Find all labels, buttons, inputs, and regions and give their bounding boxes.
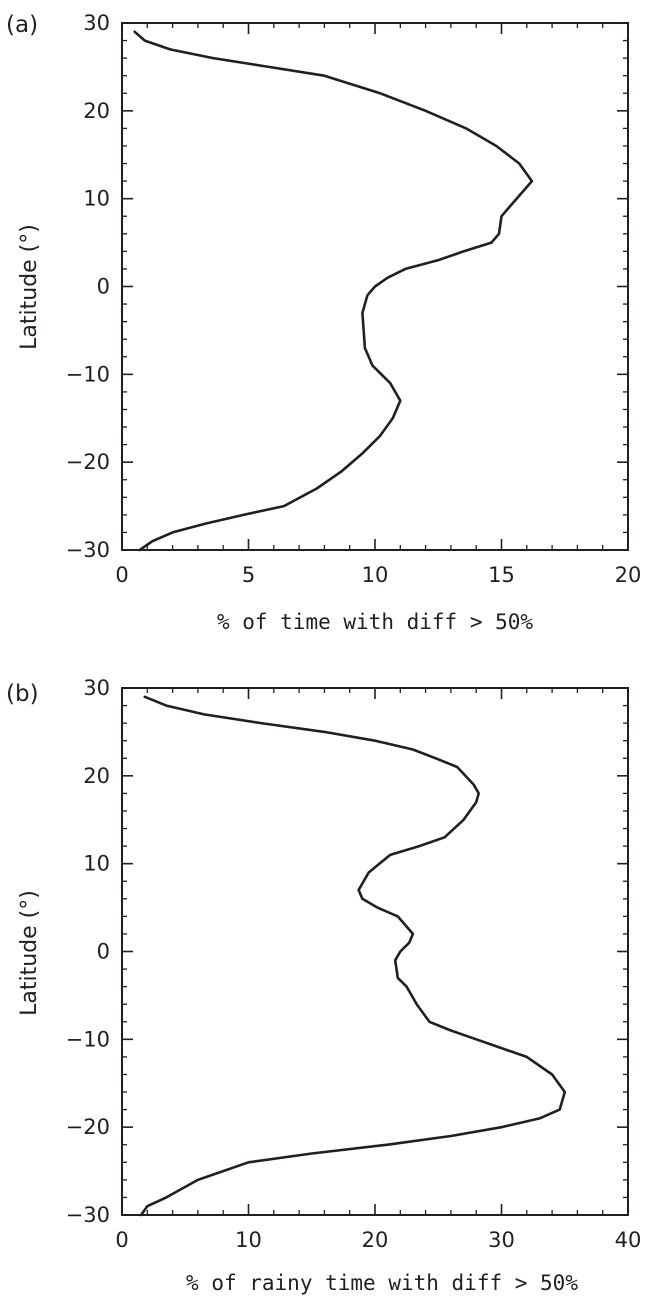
panel-a-y-tick-labels: 30 20 10 0 −10 −20 −30 [66, 11, 110, 562]
panel-a-x-tick-label: 20 [615, 563, 642, 587]
panel-b-series-line [139, 695, 567, 1217]
panel-a-y-tick-label: 20 [83, 99, 110, 123]
panel-a-series-line [133, 30, 534, 552]
panel-a-x-tick-label: 15 [488, 563, 515, 587]
panel-b-x-tick-label: 0 [115, 1228, 128, 1252]
panel-a-ticks [121, 22, 629, 551]
panel-b-y-tick-label: 0 [97, 940, 110, 964]
panel-a: (a) 30 20 10 0 −10 −20 −30 0 5 10 15 20 Latitude (… [6, 11, 641, 634]
panel-b-y-tick-label: 10 [83, 852, 110, 876]
panel-a-x-axis-title: % of time with diff > 50% [217, 610, 533, 634]
panel-b-frame [121, 687, 629, 1216]
panel-b-x-axis-title: % of rainy time with diff > 50% [186, 1271, 578, 1295]
panel-a-series [133, 30, 534, 552]
panel-a-y-tick-label: −10 [66, 362, 110, 386]
panel-b-x-tick-label: 20 [362, 1228, 389, 1252]
panel-b-label: (b) [6, 681, 39, 707]
panel-a-y-tick-label: −30 [66, 538, 110, 562]
panel-b-ticks [121, 687, 629, 1216]
panel-b-x-tick-label: 40 [615, 1228, 642, 1252]
panel-b: (b) 30 20 10 0 −10 −20 −30 0 10 20 30 40 Latitude … [6, 676, 641, 1295]
panel-a-y-axis-title: Latitude (°) [17, 224, 42, 350]
panel-a-y-tick-label: −20 [66, 450, 110, 474]
panel-b-y-axis-title: Latitude (°) [17, 890, 42, 1016]
panel-b-y-tick-label: 30 [83, 676, 110, 700]
panel-b-y-tick-label: −30 [66, 1203, 110, 1227]
panel-b-y-tick-label: −10 [66, 1027, 110, 1051]
panel-a-x-tick-label: 0 [115, 563, 128, 587]
panel-a-y-tick-label: 30 [83, 11, 110, 35]
panel-b-x-tick-labels: 0 10 20 30 40 [115, 1228, 641, 1252]
panel-b-y-tick-label: 20 [83, 764, 110, 788]
panel-a-y-tick-label: 10 [83, 187, 110, 211]
panel-b-x-tick-label: 10 [235, 1228, 262, 1252]
panel-a-x-tick-labels: 0 5 10 15 20 [115, 563, 641, 587]
panel-a-x-tick-label: 5 [242, 563, 255, 587]
panel-b-y-tick-labels: 30 20 10 0 −10 −20 −30 [66, 676, 110, 1227]
panel-a-x-tick-label: 10 [362, 563, 389, 587]
panel-b-series [139, 695, 567, 1217]
panel-b-x-tick-label: 30 [488, 1228, 515, 1252]
panel-b-y-tick-label: −20 [66, 1115, 110, 1139]
panel-a-y-tick-label: 0 [97, 275, 110, 299]
panel-a-label: (a) [6, 12, 38, 38]
